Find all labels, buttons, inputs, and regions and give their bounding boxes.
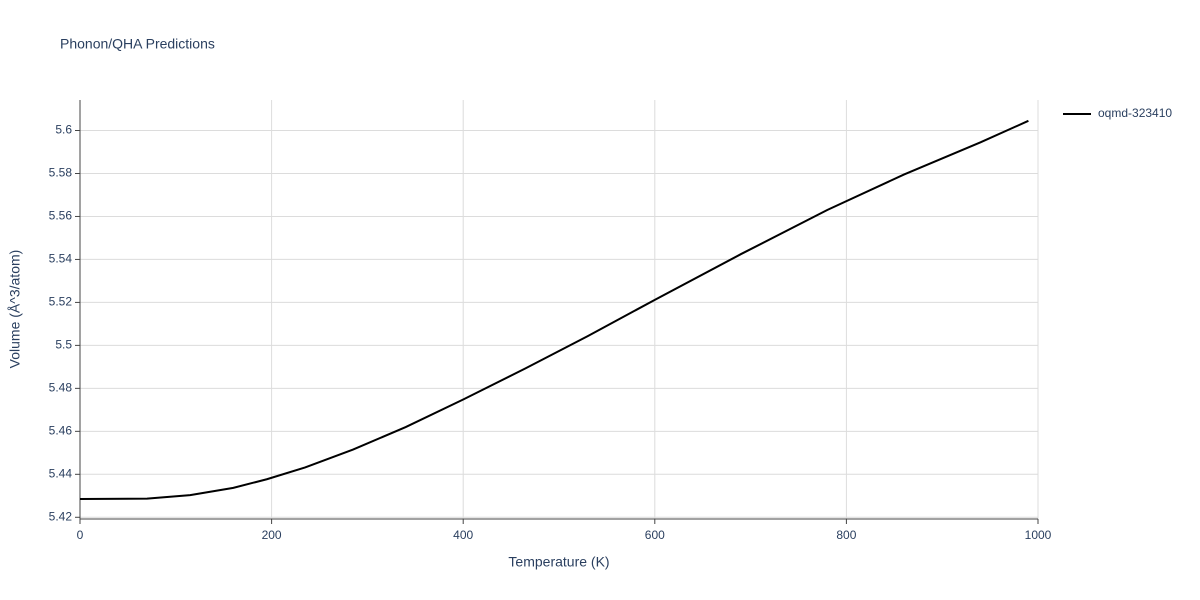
- x-tick-label: 0: [77, 528, 84, 542]
- y-tick-label: 5.6: [55, 123, 72, 137]
- chart-title: Phonon/QHA Predictions: [60, 36, 215, 52]
- x-tick-label: 200: [262, 528, 282, 542]
- line-series: [79, 119, 1029, 501]
- legend-label: oqmd-323410: [1098, 106, 1172, 120]
- y-tick-label: 5.48: [49, 381, 73, 395]
- x-tick-label: 800: [836, 528, 856, 542]
- y-axis-label: Volume (Å^3/atom): [7, 250, 23, 369]
- x-tick-label: 600: [645, 528, 665, 542]
- y-tick-label: 5.44: [49, 466, 73, 480]
- y-tick-label: 5.46: [49, 424, 73, 438]
- y-tick-label: 5.58: [49, 166, 73, 180]
- x-tick-label: 1000: [1025, 528, 1052, 542]
- x-tick-label: 400: [453, 528, 473, 542]
- x-axis-label: Temperature (K): [508, 554, 609, 570]
- y-tick-label: 5.42: [49, 509, 73, 523]
- y-tick-label: 5.54: [49, 252, 73, 266]
- y-tick-label: 5.52: [49, 295, 73, 309]
- y-tick-label: 5.56: [49, 209, 73, 223]
- y-tick-label: 5.5: [55, 338, 72, 352]
